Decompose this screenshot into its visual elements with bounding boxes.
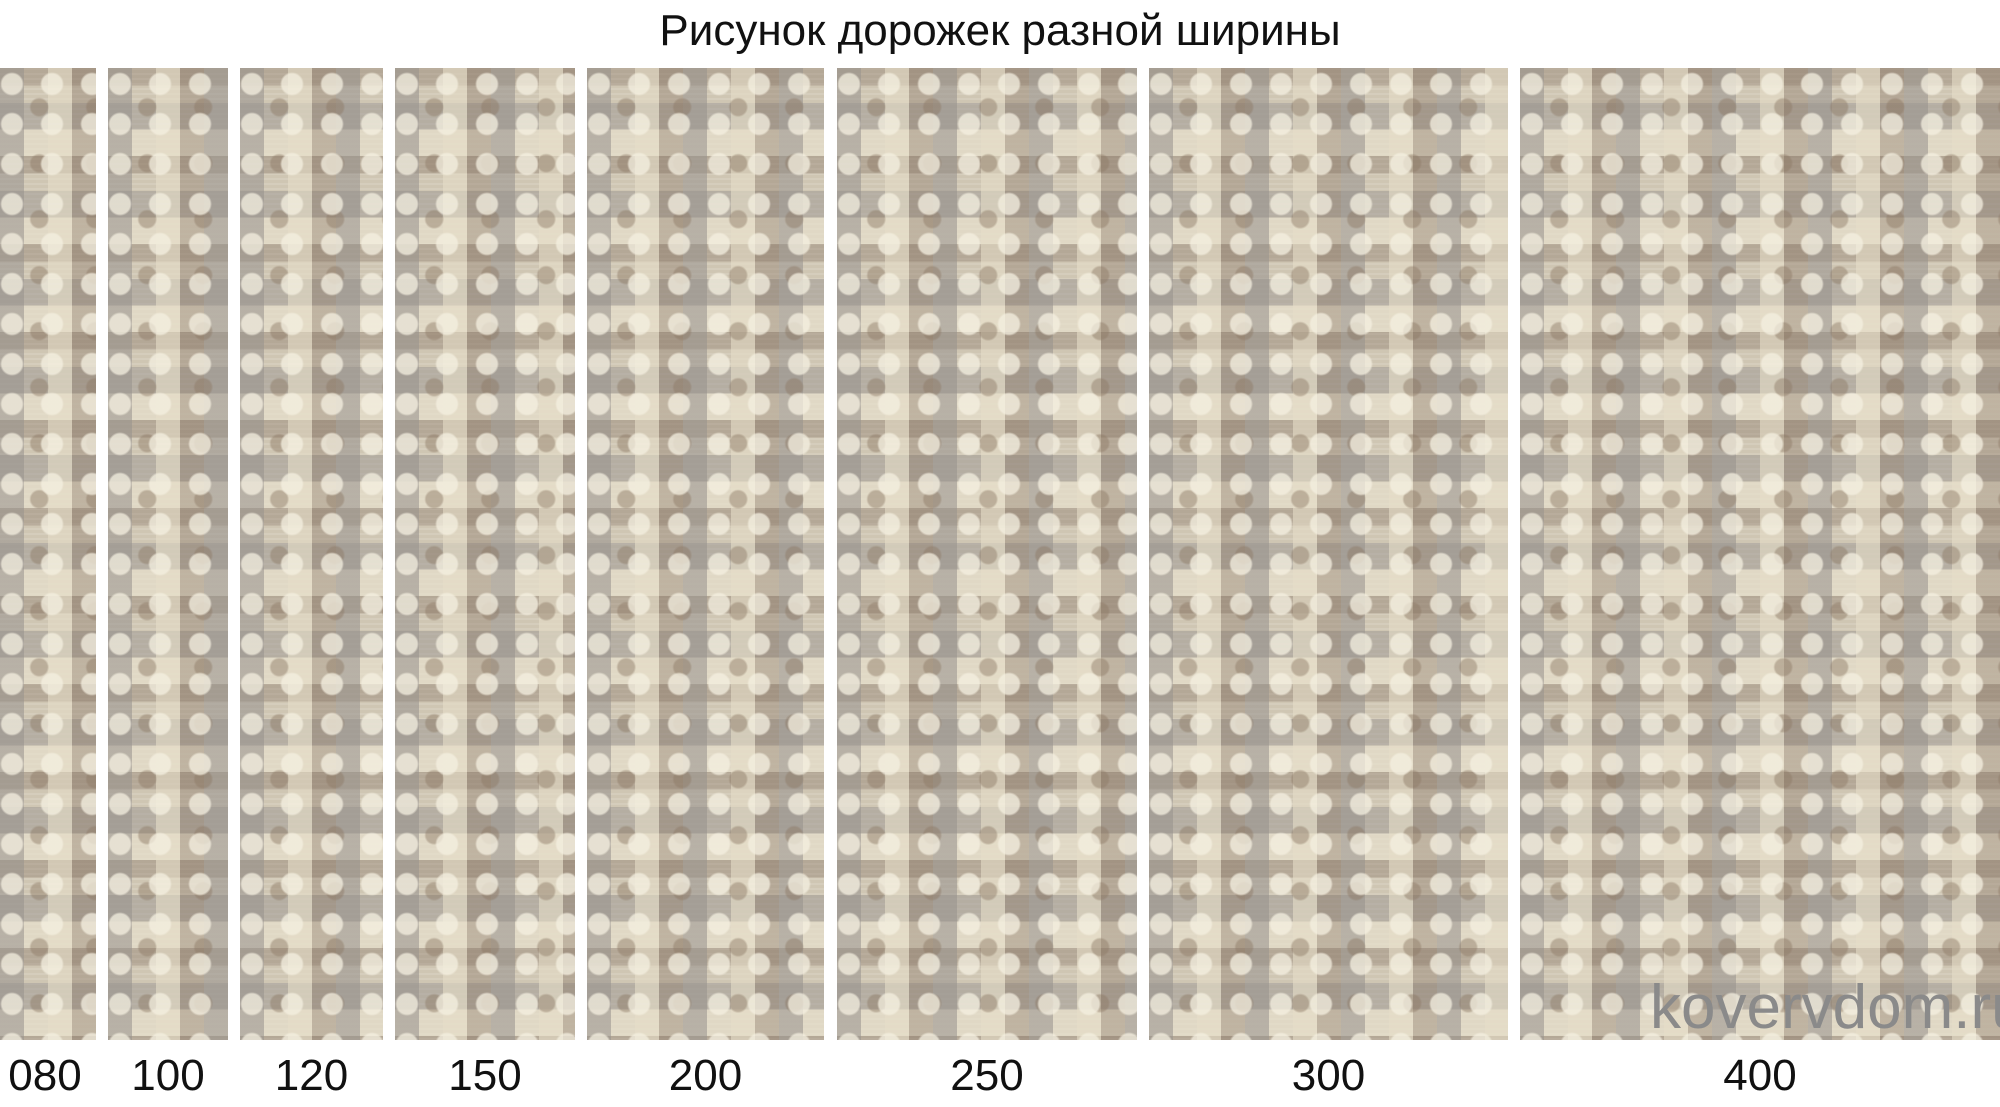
width-label: 150: [448, 1051, 522, 1100]
runner-strip-400: [1520, 68, 2000, 1040]
runner-strip-300: [1149, 68, 1508, 1040]
width-label: 300: [1291, 1051, 1366, 1100]
runner-strip-100: [108, 68, 228, 1040]
watermark: kovervdom.ru: [1650, 973, 2000, 1042]
page-title: Рисунок дорожек разной ширины: [659, 6, 1341, 55]
width-label: 200: [668, 1051, 743, 1100]
runner-strip-150: [395, 68, 575, 1040]
width-label: 400: [1723, 1051, 1797, 1100]
width-label: 250: [950, 1051, 1024, 1100]
runner-strip-120: [240, 68, 383, 1040]
width-label: 080: [8, 1051, 82, 1100]
runner-strip-200: [587, 68, 824, 1040]
width-label: 100: [131, 1051, 205, 1100]
runner-strip-080: [0, 68, 96, 1040]
width-label: 120: [274, 1051, 349, 1100]
runner-strip-250: [837, 68, 1137, 1040]
